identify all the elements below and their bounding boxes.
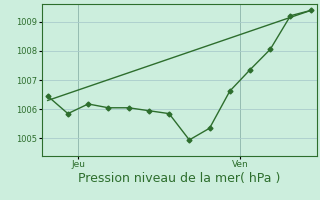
X-axis label: Pression niveau de la mer( hPa ): Pression niveau de la mer( hPa ) <box>78 172 280 185</box>
